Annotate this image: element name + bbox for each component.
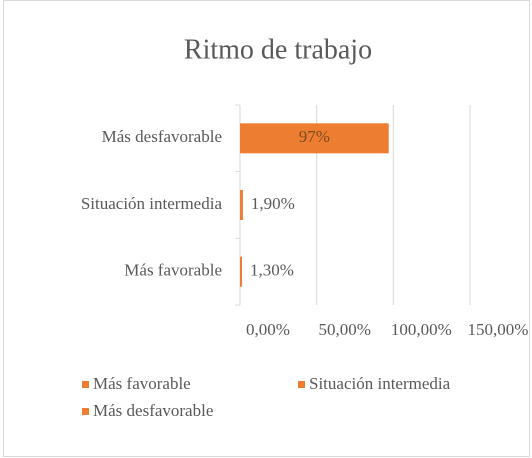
data-label: 1,30% — [250, 261, 294, 280]
legend-swatch — [82, 381, 89, 388]
data-label: 1,90% — [251, 194, 295, 213]
x-tick-label: 100,00% — [391, 320, 452, 339]
legend-swatch — [82, 408, 89, 415]
bar — [240, 123, 389, 154]
legend-label: Situación intermedia — [309, 374, 451, 393]
legend-label: Más desfavorable — [93, 401, 213, 420]
bar — [240, 190, 243, 220]
y-tick-label: Más desfavorable — [102, 127, 222, 146]
legend-swatch — [298, 381, 305, 388]
legend-label: Más favorable — [93, 374, 191, 393]
x-tick-label: 0,00% — [246, 320, 290, 339]
x-tick-label: 50,00% — [318, 320, 370, 339]
bar — [240, 256, 242, 287]
chart-border — [3, 0, 530, 457]
y-tick-label: Más favorable — [124, 261, 222, 280]
y-tick-label: Situación intermedia — [81, 194, 223, 213]
x-tick-label: 150,00% — [468, 320, 529, 339]
chart-title: Ritmo de trabajo — [184, 34, 372, 65]
data-label: 97% — [299, 127, 330, 146]
